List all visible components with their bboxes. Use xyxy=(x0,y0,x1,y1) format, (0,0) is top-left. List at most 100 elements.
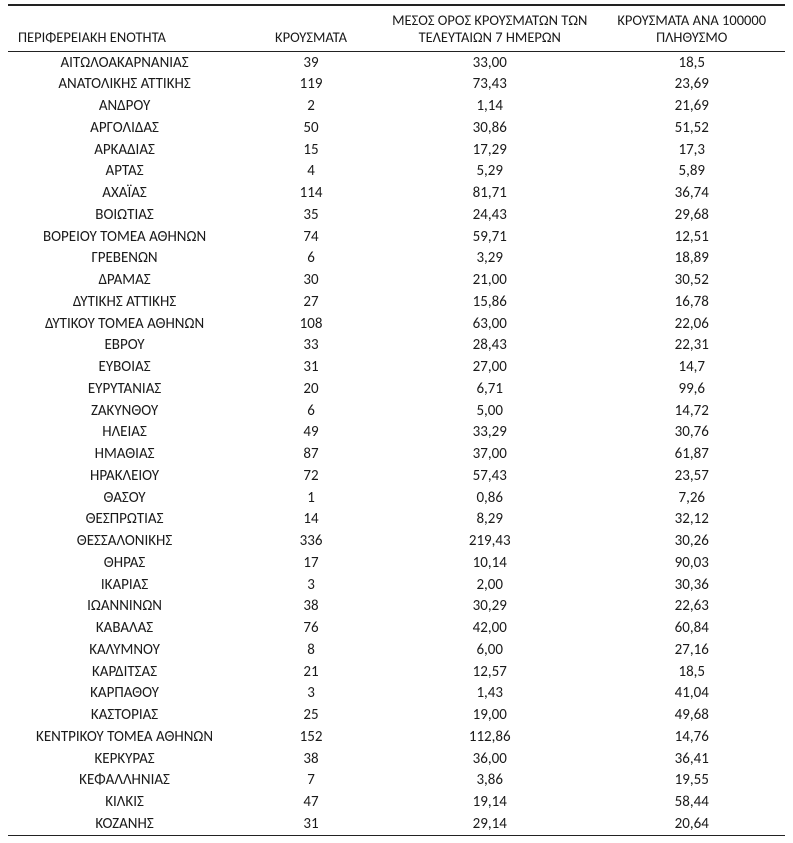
table-row: ΚΟΖΑΝΗΣ3129,1420,64 xyxy=(8,813,785,835)
cell-region: ΚΕΡΚΥΡΑΣ xyxy=(8,748,241,770)
cell-cases: 47 xyxy=(241,792,381,814)
cell-per100k: 36,41 xyxy=(599,748,786,770)
table-row: ΚΑΛΥΜΝΟΥ86,0027,16 xyxy=(8,639,785,661)
cell-region: ΔΥΤΙΚΗΣ ΑΤΤΙΚΗΣ xyxy=(8,291,241,313)
cell-cases: 336 xyxy=(241,531,381,553)
cell-region: ΚΑΒΑΛΑΣ xyxy=(8,618,241,640)
cell-region: ΚΑΡΠΑΘΟΥ xyxy=(8,683,241,705)
cell-region: ΖΑΚΥΝΘΟΥ xyxy=(8,400,241,422)
table-row: ΖΑΚΥΝΘΟΥ65,0014,72 xyxy=(8,400,785,422)
cell-per100k: 29,68 xyxy=(599,204,786,226)
cell-per100k: 16,78 xyxy=(599,291,786,313)
cell-per100k: 58,44 xyxy=(599,792,786,814)
covid-cases-table: ΠΕΡΙΦΕΡΕΙΑΚΗ ΕΝΟΤΗΤΑ ΚΡΟΥΣΜΑΤΑ ΜΕΣΟΣ ΟΡΟ… xyxy=(8,4,785,836)
cell-per100k: 36,74 xyxy=(599,183,786,205)
cell-cases: 38 xyxy=(241,596,381,618)
cell-region: ΔΥΤΙΚΟΥ ΤΟΜΕΑ ΑΘΗΝΩΝ xyxy=(8,313,241,335)
cell-per100k: 21,69 xyxy=(599,96,786,118)
cell-region: ΙΚΑΡΙΑΣ xyxy=(8,574,241,596)
cell-per100k: 27,16 xyxy=(599,639,786,661)
cell-region: ΚΑΡΔΙΤΣΑΣ xyxy=(8,661,241,683)
cell-avg7: 36,00 xyxy=(381,748,599,770)
cell-per100k: 7,26 xyxy=(599,487,786,509)
cell-avg7: 10,14 xyxy=(381,552,599,574)
cell-region: ΑΡΚΑΔΙΑΣ xyxy=(8,139,241,161)
cell-per100k: 19,55 xyxy=(599,770,786,792)
cell-cases: 3 xyxy=(241,683,381,705)
cell-avg7: 33,00 xyxy=(381,52,599,74)
table-row: ΔΥΤΙΚΟΥ ΤΟΜΕΑ ΑΘΗΝΩΝ10863,0022,06 xyxy=(8,313,785,335)
cell-region: ΑΙΤΩΛΟΑΚΑΡΝΑΝΙΑΣ xyxy=(8,52,241,74)
cell-avg7: 6,00 xyxy=(381,639,599,661)
cell-avg7: 57,43 xyxy=(381,465,599,487)
cell-per100k: 30,76 xyxy=(599,422,786,444)
cell-per100k: 14,76 xyxy=(599,726,786,748)
table-row: ΔΡΑΜΑΣ3021,0030,52 xyxy=(8,270,785,292)
cell-avg7: 8,29 xyxy=(381,509,599,531)
col-header-avg7: ΜΕΣΟΣ ΟΡΟΣ ΚΡΟΥΣΜΑΤΩΝ ΤΩΝ ΤΕΛΕΥΤΑΙΩΝ 7 Η… xyxy=(381,5,599,52)
table-row: ΙΩΑΝΝΙΝΩΝ3830,2922,63 xyxy=(8,596,785,618)
table-row: ΗΡΑΚΛΕΙΟΥ7257,4323,57 xyxy=(8,465,785,487)
table-row: ΑΡΚΑΔΙΑΣ1517,2917,3 xyxy=(8,139,785,161)
cell-cases: 76 xyxy=(241,618,381,640)
cell-avg7: 30,86 xyxy=(381,117,599,139)
cell-region: ΘΕΣΣΑΛΟΝΙΚΗΣ xyxy=(8,531,241,553)
cell-region: ΔΡΑΜΑΣ xyxy=(8,270,241,292)
cell-region: ΑΝΔΡΟΥ xyxy=(8,96,241,118)
cell-cases: 21 xyxy=(241,661,381,683)
table-row: ΑΧΑΪΑΣ11481,7136,74 xyxy=(8,183,785,205)
cell-region: ΑΡΤΑΣ xyxy=(8,161,241,183)
cell-per100k: 5,89 xyxy=(599,161,786,183)
table-row: ΚΑΒΑΛΑΣ7642,0060,84 xyxy=(8,618,785,640)
cell-region: ΕΥΡΥΤΑΝΙΑΣ xyxy=(8,378,241,400)
cell-per100k: 41,04 xyxy=(599,683,786,705)
cell-per100k: 22,31 xyxy=(599,335,786,357)
cell-cases: 25 xyxy=(241,705,381,727)
cell-avg7: 17,29 xyxy=(381,139,599,161)
cell-cases: 38 xyxy=(241,748,381,770)
cell-cases: 39 xyxy=(241,52,381,74)
cell-cases: 1 xyxy=(241,487,381,509)
cell-region: ΕΥΒΟΙΑΣ xyxy=(8,357,241,379)
table-body: ΑΙΤΩΛΟΑΚΑΡΝΑΝΙΑΣ3933,0018,5ΑΝΑΤΟΛΙΚΗΣ ΑΤ… xyxy=(8,52,785,836)
table-row: ΘΑΣΟΥ10,867,26 xyxy=(8,487,785,509)
table-row: ΔΥΤΙΚΗΣ ΑΤΤΙΚΗΣ2715,8616,78 xyxy=(8,291,785,313)
table-row: ΘΕΣΣΑΛΟΝΙΚΗΣ336219,4330,26 xyxy=(8,531,785,553)
cell-avg7: 0,86 xyxy=(381,487,599,509)
cell-per100k: 17,3 xyxy=(599,139,786,161)
cell-per100k: 23,69 xyxy=(599,74,786,96)
cell-per100k: 23,57 xyxy=(599,465,786,487)
table-row: ΗΜΑΘΙΑΣ8737,0061,87 xyxy=(8,444,785,466)
cell-avg7: 29,14 xyxy=(381,813,599,835)
cell-per100k: 51,52 xyxy=(599,117,786,139)
cell-per100k: 30,36 xyxy=(599,574,786,596)
cell-per100k: 12,51 xyxy=(599,226,786,248)
table-row: ΚΑΡΔΙΤΣΑΣ2112,5718,5 xyxy=(8,661,785,683)
table-row: ΚΕΡΚΥΡΑΣ3836,0036,41 xyxy=(8,748,785,770)
cell-region: ΙΩΑΝΝΙΝΩΝ xyxy=(8,596,241,618)
cell-cases: 8 xyxy=(241,639,381,661)
col-header-region: ΠΕΡΙΦΕΡΕΙΑΚΗ ΕΝΟΤΗΤΑ xyxy=(8,5,241,52)
col-header-cases: ΚΡΟΥΣΜΑΤΑ xyxy=(241,5,381,52)
table-row: ΗΛΕΙΑΣ4933,2930,76 xyxy=(8,422,785,444)
cell-region: ΗΡΑΚΛΕΙΟΥ xyxy=(8,465,241,487)
page: ΠΕΡΙΦΕΡΕΙΑΚΗ ΕΝΟΤΗΤΑ ΚΡΟΥΣΜΑΤΑ ΜΕΣΟΣ ΟΡΟ… xyxy=(0,0,793,842)
cell-cases: 72 xyxy=(241,465,381,487)
cell-avg7: 5,00 xyxy=(381,400,599,422)
cell-per100k: 30,52 xyxy=(599,270,786,292)
cell-cases: 31 xyxy=(241,813,381,835)
cell-avg7: 27,00 xyxy=(381,357,599,379)
cell-avg7: 2,00 xyxy=(381,574,599,596)
cell-cases: 119 xyxy=(241,74,381,96)
cell-region: ΓΡΕΒΕΝΩΝ xyxy=(8,248,241,270)
cell-region: ΗΛΕΙΑΣ xyxy=(8,422,241,444)
table-row: ΙΚΑΡΙΑΣ32,0030,36 xyxy=(8,574,785,596)
table-row: ΑΝΑΤΟΛΙΚΗΣ ΑΤΤΙΚΗΣ11973,4323,69 xyxy=(8,74,785,96)
cell-region: ΚΙΛΚΙΣ xyxy=(8,792,241,814)
cell-per100k: 18,5 xyxy=(599,661,786,683)
table-row: ΑΙΤΩΛΟΑΚΑΡΝΑΝΙΑΣ3933,0018,5 xyxy=(8,52,785,74)
cell-avg7: 19,14 xyxy=(381,792,599,814)
cell-region: ΑΡΓΟΛΙΔΑΣ xyxy=(8,117,241,139)
cell-per100k: 20,64 xyxy=(599,813,786,835)
cell-per100k: 49,68 xyxy=(599,705,786,727)
